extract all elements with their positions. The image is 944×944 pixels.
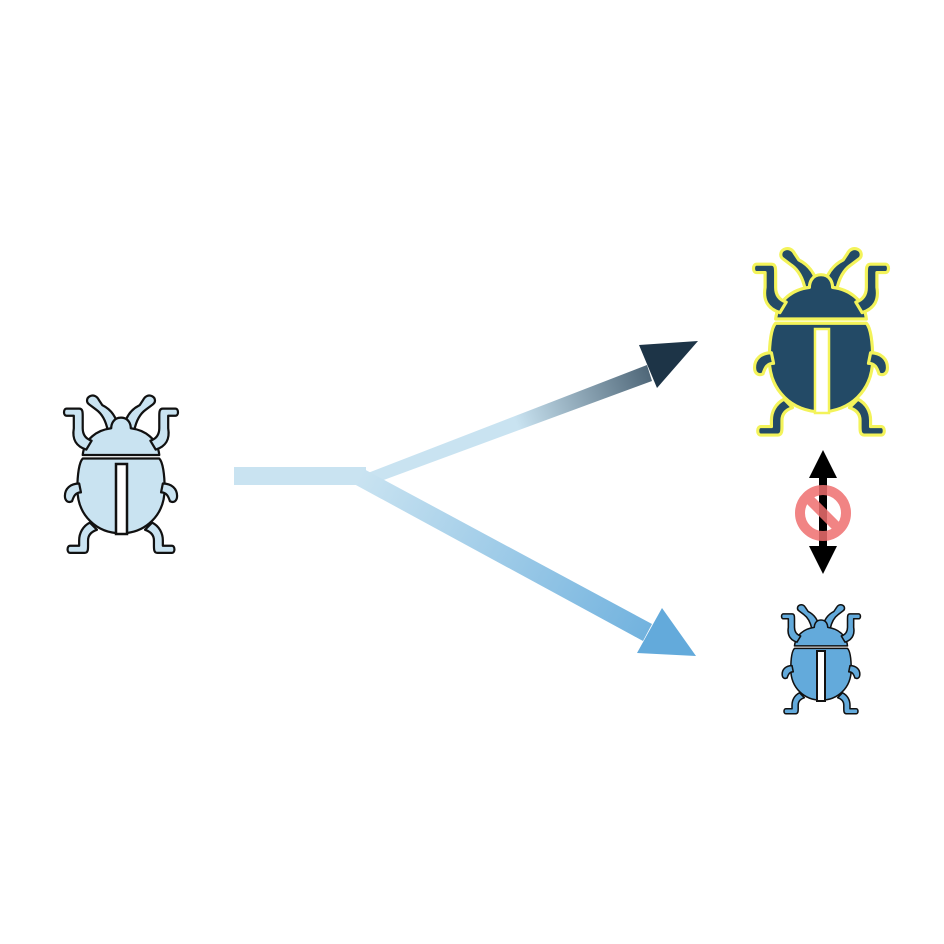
branching-arrows [234,341,698,656]
ancestor-beetle-icon [62,394,180,555]
arrow-stem [234,467,366,485]
small-beetle-icon [780,603,862,715]
prohibition-icon [795,485,851,541]
arrow-to-dark-beetle [360,365,652,485]
arrow-head-light [637,608,696,656]
reproductive-barrier [795,450,851,574]
arrow-to-light-beetle [354,468,652,641]
dark-beetle-icon [751,246,891,437]
arrow-head-dark [639,341,698,388]
